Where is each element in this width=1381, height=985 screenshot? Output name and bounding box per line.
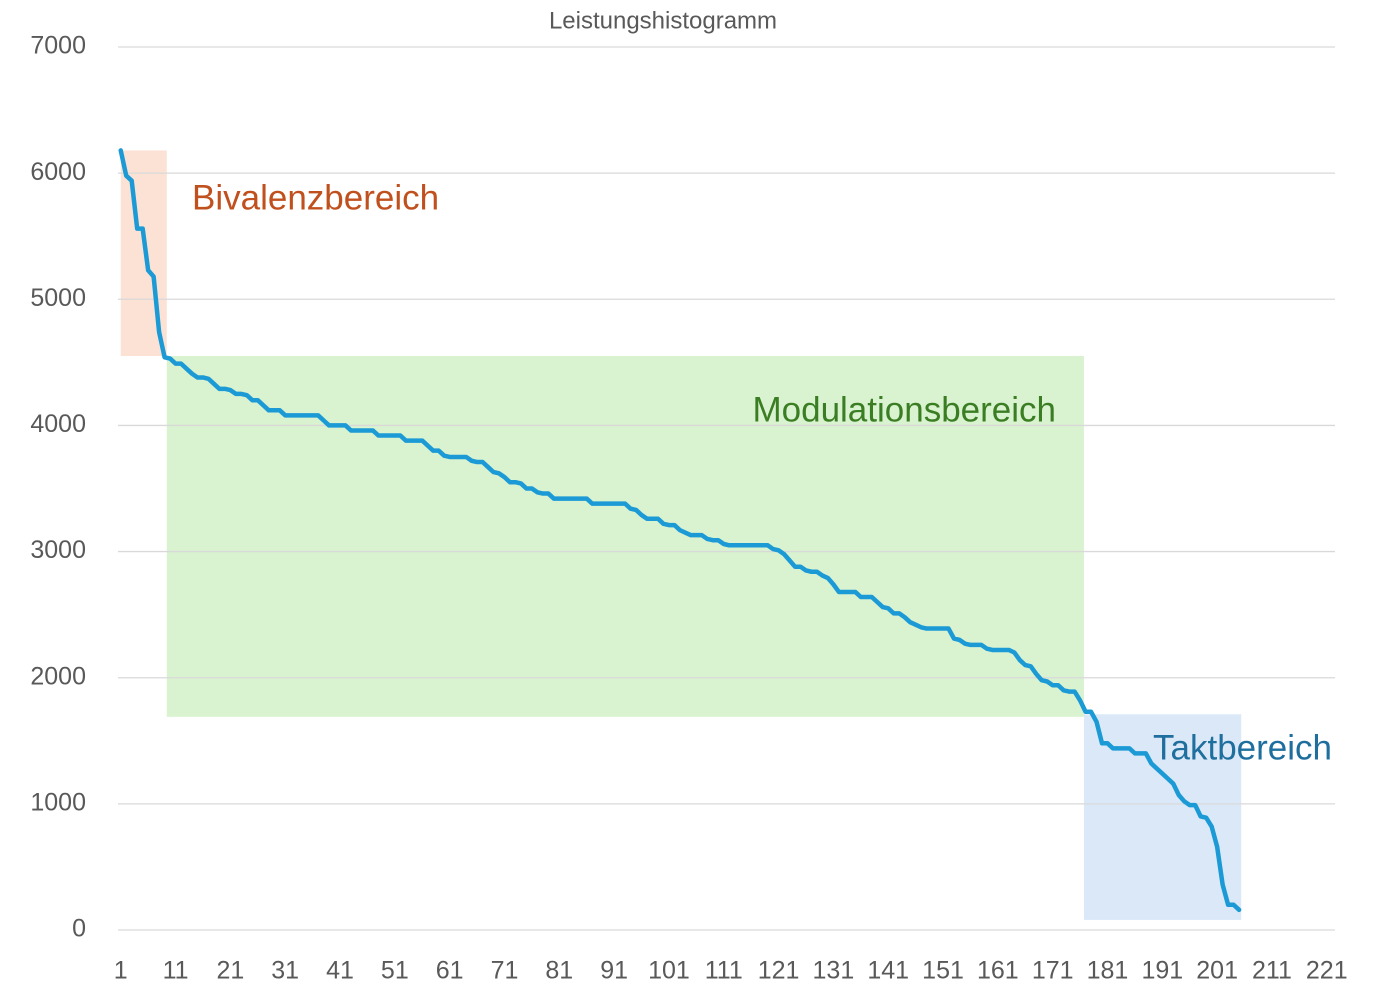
x-tick-label: 191 [1141,957,1183,985]
y-tick-label: 1000 [30,788,86,816]
x-tick-label: 91 [600,957,628,985]
x-tick-label: 81 [545,957,573,985]
region-label: Taktbereich [1153,728,1332,767]
x-tick-label: 21 [216,957,244,985]
x-tick-label: 41 [326,957,354,985]
x-tick-label: 151 [922,957,964,985]
x-tick-label: 1 [114,957,128,985]
x-tick-label: 11 [163,957,189,985]
chart-title: Leistungshistogramm [549,7,777,34]
labels: Bivalenzbereich Modulationsbereich Taktber… [30,32,1347,985]
grid [118,46,1335,931]
x-tick-label: 51 [381,957,409,985]
plot [118,148,1242,913]
region-label: Bivalenzbereich [192,178,439,217]
y-tick-label: 0 [72,915,86,943]
x-tick-label: 131 [813,957,855,985]
x-tick-label: 61 [436,957,464,985]
x-tick-label: 171 [1032,957,1074,985]
y-tick-label: 4000 [30,410,86,438]
x-tick-label: 141 [867,957,909,985]
data-line [118,148,1242,913]
x-tick-label: 121 [758,957,800,985]
x-tick-label: 181 [1087,957,1129,985]
x-tick-label: 211 [1252,957,1292,985]
y-tick-label: 3000 [30,536,86,564]
x-tick-label: 101 [648,957,690,985]
y-tick-label: 7000 [30,32,86,60]
x-tick-label: 31 [271,957,299,985]
x-tick-label: 111 [705,957,743,985]
y-tick-label: 6000 [30,158,86,186]
y-tick-label: 2000 [30,662,86,690]
region-label: Modulationsbereich [752,390,1056,429]
y-tick-label: 5000 [30,284,86,312]
x-tick-label: 201 [1196,957,1238,985]
x-tick-label: 71 [491,957,519,985]
x-tick-label: 221 [1306,957,1348,985]
x-tick-label: 161 [977,957,1019,985]
